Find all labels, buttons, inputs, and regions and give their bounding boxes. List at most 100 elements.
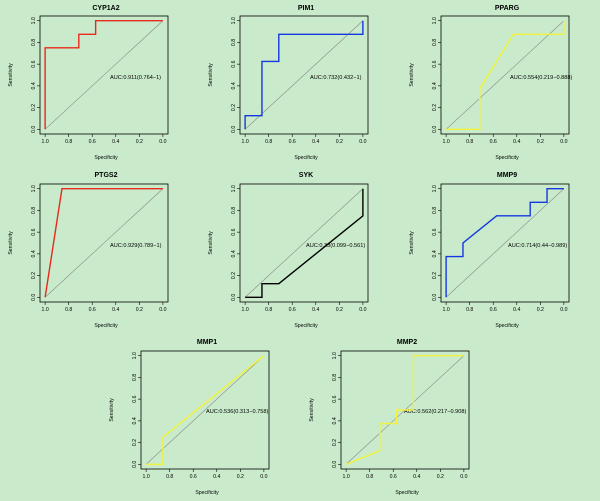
x-tick-label: 1.0 — [42, 307, 49, 313]
y-tick-label: 0.0 — [132, 461, 138, 468]
x-tick-label: 0.2 — [336, 307, 343, 313]
panel-pparg: PPARG Specificity Sensitivity AUC:0.554(… — [409, 5, 572, 161]
x-axis-label: Specificity — [294, 323, 318, 329]
x-tick-label: 0.8 — [65, 139, 72, 145]
y-tick-label: 0.4 — [31, 250, 37, 257]
plot-frame — [39, 183, 169, 303]
y-axis-label: Sensitivity — [409, 63, 415, 87]
auc-label: AUC:0.33(0.099−0.561) — [306, 243, 365, 249]
x-tick-label: 0.8 — [265, 307, 272, 313]
panel-cyp1a2: CYP1A2 Specificity Sensitivity AUC:0.911… — [8, 5, 169, 161]
y-tick-label: 1.0 — [31, 185, 37, 192]
x-tick-label: 0.6 — [289, 139, 296, 145]
y-tick-label: 0.2 — [31, 272, 37, 279]
y-tick-label: 0.8 — [332, 374, 338, 381]
chance-diagonal — [244, 188, 364, 298]
panel-title: MMP1 — [197, 339, 217, 346]
chance-diagonal — [44, 20, 164, 130]
x-tick-label: 0.6 — [390, 474, 397, 480]
auc-label: AUC:0.929(0.789−1) — [110, 243, 162, 249]
roc-curve — [345, 355, 464, 465]
panel-mmp9: MMP9 Specificity Sensitivity AUC:0.714(0… — [409, 172, 570, 329]
x-tick-label: 0.8 — [65, 307, 72, 313]
y-tick-label: 0.2 — [332, 439, 338, 446]
auc-label: AUC:0.562(0.217−0.908) — [404, 409, 466, 415]
x-tick-label: 0.4 — [112, 307, 119, 313]
panel-title: MMP2 — [397, 339, 417, 346]
y-axis-label: Sensitivity — [309, 398, 315, 422]
y-axis-label: Sensitivity — [409, 231, 415, 255]
x-tick-label: 1.0 — [443, 139, 450, 145]
y-tick-label: 0.4 — [132, 417, 138, 424]
x-tick-label: 0.4 — [513, 307, 520, 313]
roc-curve — [146, 355, 265, 465]
y-tick-label: 0.8 — [31, 39, 37, 46]
plot-frame — [340, 350, 470, 470]
x-tick-label: 0.0 — [560, 307, 567, 313]
y-tick-label: 0.6 — [432, 60, 438, 67]
plot-frame — [440, 15, 570, 135]
x-tick-label: 0.0 — [460, 474, 467, 480]
y-tick-label: 0.6 — [31, 60, 37, 67]
x-tick-label: 0.4 — [513, 139, 520, 145]
x-tick-label: 0.2 — [136, 307, 143, 313]
y-tick-label: 1.0 — [432, 185, 438, 192]
y-tick-label: 0.0 — [31, 126, 37, 133]
y-tick-label: 1.0 — [231, 17, 237, 24]
x-axis-label: Specificity — [94, 155, 118, 161]
auc-label: AUC:0.714(0.44−0.989) — [508, 243, 567, 249]
y-tick-label: 0.8 — [231, 39, 237, 46]
panel-ptgs2: PTGS2 Specificity Sensitivity AUC:0.929(… — [8, 172, 169, 329]
auc-label: AUC:0.536(0.313−0.758) — [206, 409, 268, 415]
y-axis-label: Sensitivity — [208, 231, 214, 255]
roc-curve — [445, 188, 564, 298]
chance-diagonal — [445, 20, 565, 130]
x-tick-label: 1.0 — [242, 139, 249, 145]
y-tick-label: 0.0 — [231, 126, 237, 133]
y-tick-label: 0.6 — [132, 395, 138, 402]
y-tick-label: 0.0 — [231, 294, 237, 301]
y-tick-label: 0.6 — [432, 228, 438, 235]
x-axis-label: Specificity — [495, 155, 519, 161]
x-tick-label: 0.2 — [237, 474, 244, 480]
y-tick-label: 0.0 — [332, 461, 338, 468]
panel-mmp1: MMP1 Specificity Sensitivity AUC:0.536(0… — [109, 339, 270, 496]
x-axis-label: Specificity — [94, 323, 118, 329]
chance-diagonal — [145, 355, 265, 465]
x-axis-label: Specificity — [495, 323, 519, 329]
auc-label: AUC:0.732(0.432−1) — [310, 75, 362, 81]
x-tick-label: 0.4 — [413, 474, 420, 480]
y-tick-label: 0.6 — [332, 395, 338, 402]
plot-frame — [239, 15, 369, 135]
panel-title: PPARG — [495, 5, 520, 12]
x-axis-label: Specificity — [294, 155, 318, 161]
y-tick-label: 0.4 — [432, 82, 438, 89]
chance-diagonal — [44, 188, 164, 298]
x-tick-label: 0.6 — [490, 139, 497, 145]
y-tick-label: 0.4 — [231, 82, 237, 89]
y-tick-label: 0.6 — [31, 228, 37, 235]
panel-syk: SYK Specificity Sensitivity AUC:0.33(0.0… — [208, 172, 369, 329]
y-tick-label: 0.4 — [332, 417, 338, 424]
panel-pim1: PIM1 Specificity Sensitivity AUC:0.732(0… — [208, 5, 369, 161]
panel-mmp2: MMP2 Specificity Sensitivity AUC:0.562(0… — [309, 339, 470, 496]
x-tick-label: 1.0 — [443, 307, 450, 313]
plot-frame — [39, 15, 169, 135]
y-tick-label: 0.2 — [231, 272, 237, 279]
plot-frame — [140, 350, 270, 470]
y-tick-label: 0.8 — [31, 207, 37, 214]
y-tick-label: 0.0 — [31, 294, 37, 301]
y-tick-label: 1.0 — [432, 17, 438, 24]
y-tick-label: 0.0 — [432, 294, 438, 301]
y-axis-label: Sensitivity — [208, 63, 214, 87]
plot-frame — [239, 183, 369, 303]
y-tick-label: 0.4 — [432, 250, 438, 257]
chance-diagonal — [445, 188, 565, 298]
auc-label: AUC:0.554(0.219−0.888) — [510, 75, 572, 81]
y-tick-label: 1.0 — [31, 17, 37, 24]
y-axis-label: Sensitivity — [109, 398, 115, 422]
x-tick-label: 0.4 — [213, 474, 220, 480]
y-tick-label: 0.4 — [31, 82, 37, 89]
